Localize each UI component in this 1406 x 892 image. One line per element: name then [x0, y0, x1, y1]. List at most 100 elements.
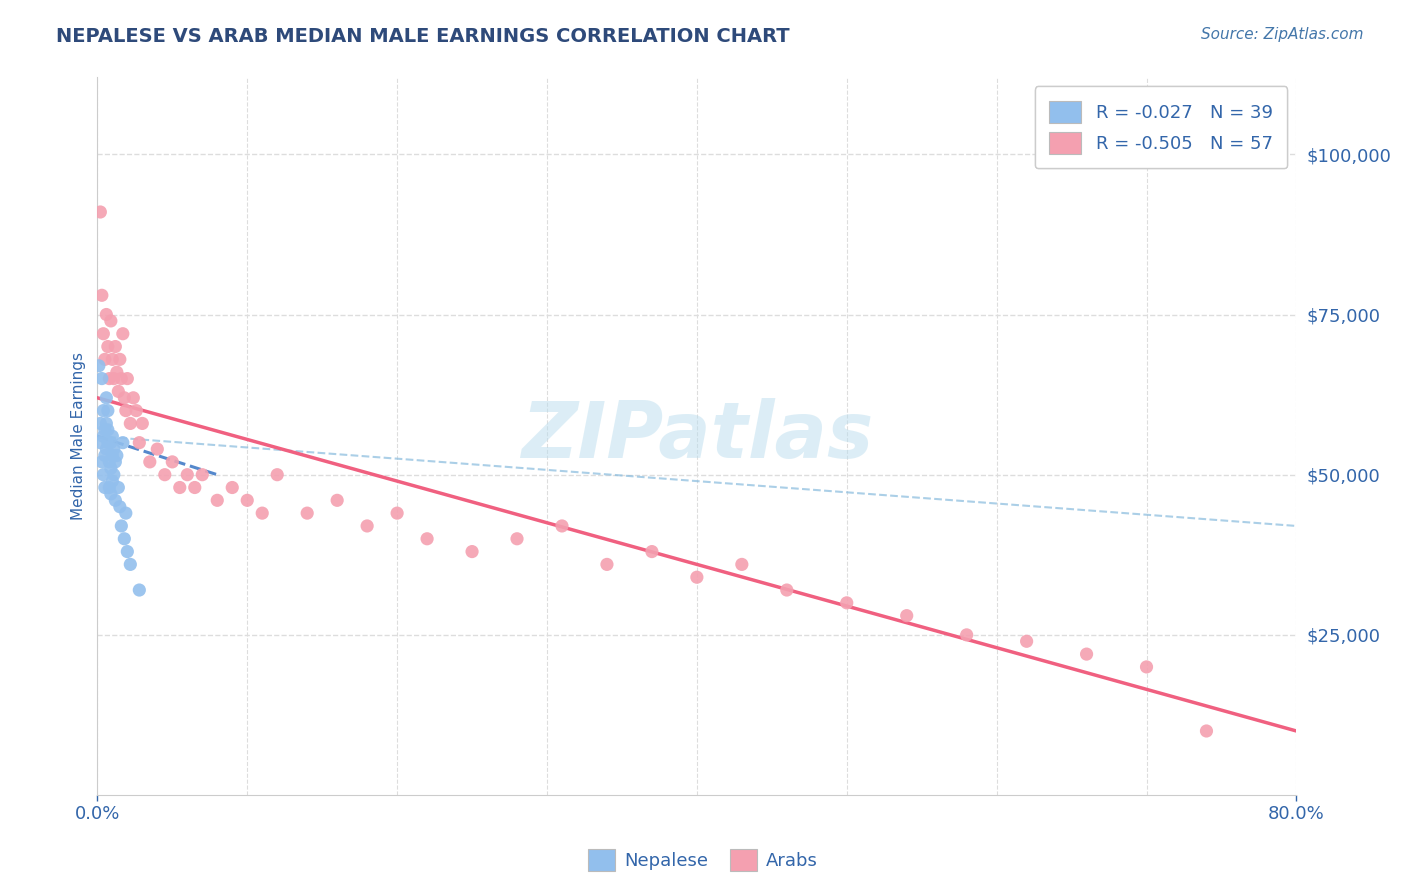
Point	[93, 429, 115, 443]
Point	[94, 449, 117, 463]
Point	[1135, 660, 1157, 674]
Point	[146, 442, 169, 456]
Point	[90, 455, 112, 469]
Point	[100, 314, 122, 328]
Point	[100, 487, 122, 501]
Text: NEPALESE VS ARAB MEDIAN MALE EARNINGS CORRELATION CHART: NEPALESE VS ARAB MEDIAN MALE EARNINGS CO…	[56, 27, 790, 45]
Point	[108, 352, 131, 367]
Point	[776, 582, 799, 597]
Point	[89, 205, 111, 219]
Point	[103, 442, 125, 456]
Point	[103, 371, 125, 385]
Point	[105, 365, 128, 379]
Point	[506, 532, 529, 546]
Point	[1076, 647, 1098, 661]
Legend: R = -0.027   N = 39, R = -0.505   N = 57: R = -0.027 N = 39, R = -0.505 N = 57	[1035, 87, 1288, 169]
Point	[641, 544, 664, 558]
Point	[125, 403, 148, 417]
Point	[96, 308, 118, 322]
Point	[162, 455, 184, 469]
Point	[1195, 723, 1218, 738]
Point	[97, 340, 120, 354]
Point	[101, 429, 124, 443]
Point	[112, 391, 135, 405]
Point	[101, 352, 124, 367]
Point	[128, 582, 150, 597]
Point	[461, 544, 484, 558]
Point	[184, 481, 207, 495]
Point	[108, 500, 131, 514]
Point	[551, 519, 574, 533]
Point	[93, 467, 115, 482]
Point	[207, 493, 229, 508]
Point	[96, 391, 118, 405]
Point	[169, 481, 191, 495]
Point	[93, 326, 115, 341]
Point	[111, 326, 134, 341]
Point	[128, 435, 150, 450]
Point	[94, 352, 117, 367]
Point	[104, 340, 127, 354]
Point	[98, 455, 121, 469]
Point	[326, 493, 349, 508]
Point	[107, 481, 129, 495]
Point	[101, 474, 124, 488]
Point	[686, 570, 709, 584]
Point	[105, 449, 128, 463]
Point	[139, 455, 162, 469]
Y-axis label: Median Male Earnings: Median Male Earnings	[72, 352, 86, 520]
Point	[120, 417, 142, 431]
Point	[835, 596, 858, 610]
Point	[1015, 634, 1038, 648]
Point	[97, 403, 120, 417]
Text: Source: ZipAtlas.com: Source: ZipAtlas.com	[1201, 27, 1364, 42]
Point	[111, 435, 134, 450]
Point	[93, 403, 115, 417]
Point	[96, 417, 118, 431]
Point	[956, 628, 979, 642]
Point	[94, 423, 117, 437]
Point	[731, 558, 754, 572]
Text: ZIPatlas: ZIPatlas	[520, 398, 873, 475]
Point	[114, 506, 136, 520]
Point	[96, 442, 118, 456]
Point	[112, 532, 135, 546]
Point	[98, 371, 121, 385]
Point	[416, 532, 439, 546]
Point	[120, 558, 142, 572]
Point	[191, 467, 214, 482]
Point	[94, 481, 117, 495]
Point	[89, 417, 111, 431]
Point	[87, 359, 110, 373]
Point	[107, 384, 129, 399]
Point	[114, 403, 136, 417]
Point	[104, 493, 127, 508]
Point	[596, 558, 619, 572]
Point	[98, 481, 121, 495]
Point	[117, 544, 139, 558]
Point	[122, 391, 145, 405]
Point	[356, 519, 378, 533]
Point	[221, 481, 243, 495]
Point	[153, 467, 176, 482]
Point	[110, 371, 132, 385]
Point	[100, 435, 122, 450]
Point	[110, 519, 132, 533]
Point	[176, 467, 198, 482]
Point	[97, 435, 120, 450]
Point	[90, 371, 112, 385]
Legend: Nepalese, Arabs: Nepalese, Arabs	[581, 842, 825, 879]
Point	[117, 371, 139, 385]
Point	[104, 455, 127, 469]
Point	[236, 493, 259, 508]
Point	[101, 449, 124, 463]
Point	[252, 506, 274, 520]
Point	[896, 608, 918, 623]
Point	[103, 467, 125, 482]
Point	[90, 288, 112, 302]
Point	[89, 435, 111, 450]
Point	[131, 417, 153, 431]
Point	[385, 506, 408, 520]
Point	[295, 506, 318, 520]
Point	[100, 461, 122, 475]
